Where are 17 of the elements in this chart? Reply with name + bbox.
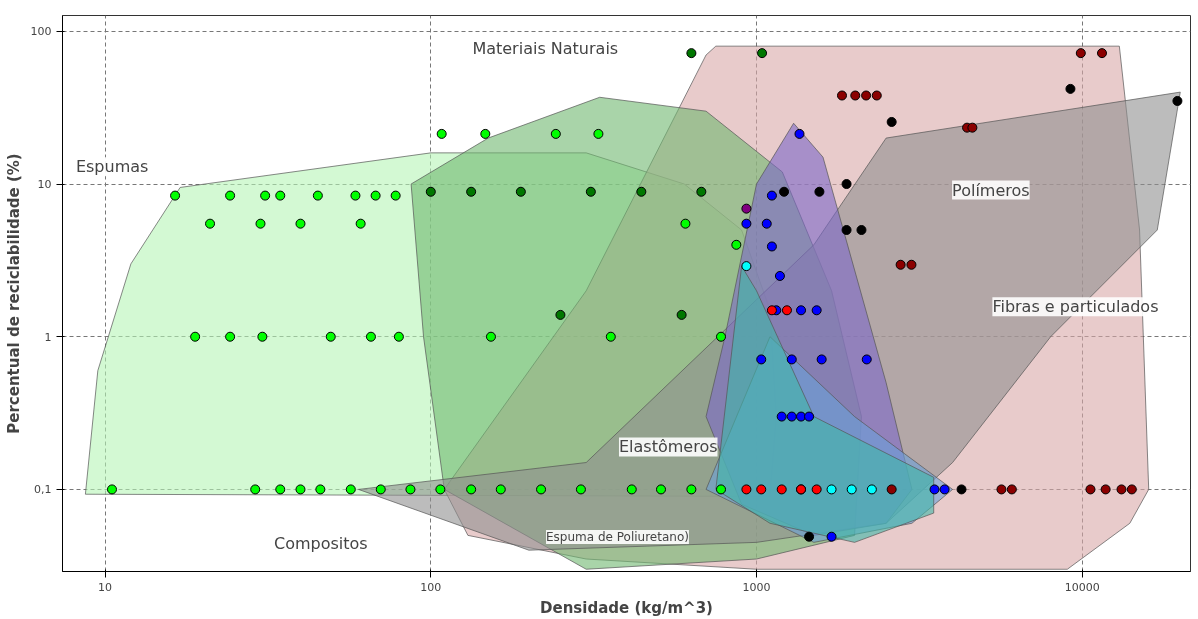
x-tick-label: 1000 xyxy=(742,580,771,594)
x-tick-label: 10000 xyxy=(1064,580,1100,594)
y-axis-title: Percentual de reciclabilidade (%) xyxy=(4,153,23,434)
y-tick-label: 0,1 xyxy=(34,483,52,497)
annotation: Materiais Naturais xyxy=(472,38,619,58)
annotation: Compositos xyxy=(273,534,368,554)
annotation: Espumas xyxy=(75,157,149,177)
x-tick-label: 10 xyxy=(98,580,113,594)
annotation: Polímeros xyxy=(952,180,1030,200)
annotation: Elastômeros xyxy=(618,437,718,457)
x-tick-label: 100 xyxy=(420,580,442,594)
annotation: Espuma de Poliuretano) xyxy=(546,530,689,545)
y-tick-label: 10 xyxy=(37,178,52,192)
y-tick-label: 1 xyxy=(44,330,52,344)
y-tick-label: 100 xyxy=(30,25,52,39)
x-axis-title: Densidade (kg/m^3) xyxy=(540,598,713,617)
annotation: Fibras e particulados xyxy=(992,297,1159,317)
